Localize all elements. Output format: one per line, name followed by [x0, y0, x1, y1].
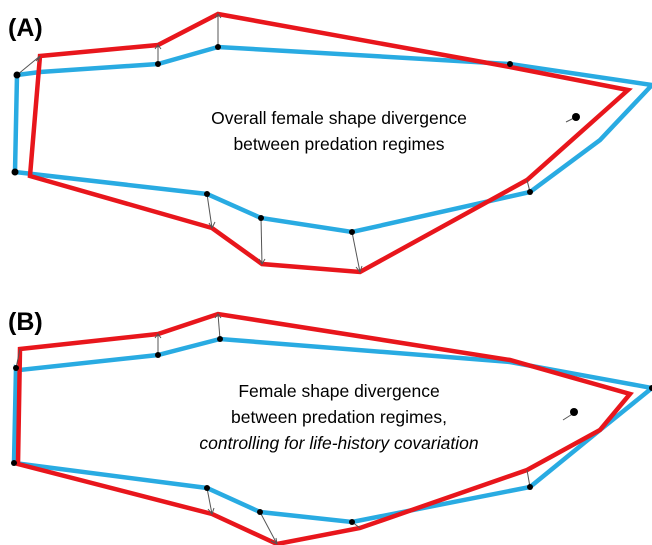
panel-a-label: (A): [8, 14, 43, 42]
panel-b-blue-outline: [11, 336, 652, 525]
panel-a-landmarks: [11, 44, 580, 235]
panel-a-caption: Overall female shape divergence between …: [211, 108, 467, 154]
panel-b-displacement-vectors: [15, 313, 575, 545]
panel-b-red-outline: [15, 311, 634, 545]
panel-a-red-outline: [27, 11, 633, 275]
panel-b-caption-line-3: controlling for life-history covariation: [199, 433, 478, 453]
panel-b-label: (B): [8, 308, 43, 336]
panel-a-caption-line-1: Overall female shape divergence: [211, 108, 467, 128]
panel-b-caption-line-1: Female shape divergence: [238, 381, 439, 401]
panel-a: (A): [8, 11, 652, 275]
panel-b-caption-line-2: between predation regimes,: [231, 407, 447, 427]
panel-b-caption: Female shape divergence between predatio…: [199, 381, 478, 453]
panel-b-landmarks: [11, 336, 652, 525]
panel-a-caption-line-2: between predation regimes: [233, 134, 444, 154]
panel-b: (B): [8, 308, 652, 545]
panel-a-displacement-vectors: [16, 13, 575, 274]
